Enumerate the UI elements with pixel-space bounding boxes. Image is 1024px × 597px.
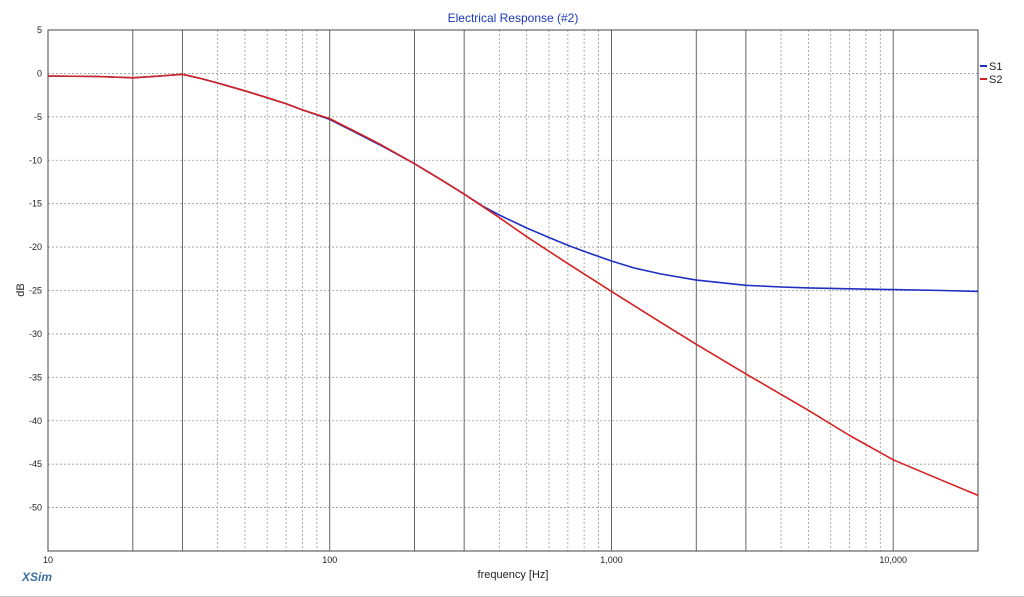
y-tick-label: -15 [29, 199, 42, 209]
x-tick-label: 10 [43, 555, 53, 565]
y-tick-label: -20 [29, 242, 42, 252]
plot-area-frame [47, 29, 979, 552]
tick-label-layer: 5 0 -5 -10 -15 -20 -25 -30 -35 -40 -45 -50 10 100 1,00… [29, 25, 907, 565]
chart-title: Electrical Response (#2) [448, 11, 579, 25]
x-tick-label: 1,000 [600, 555, 623, 565]
y-tick-label: -40 [29, 416, 42, 426]
xsim-brand-logo: XSim [21, 570, 52, 584]
series-line-s2 [47, 73, 979, 497]
legend-label-s1: S1 [989, 61, 1002, 73]
y-axis-title: dB [15, 283, 27, 296]
y-tick-label: -35 [29, 372, 42, 382]
series-layer [47, 73, 979, 497]
x-tick-label: 100 [322, 555, 337, 565]
y-tick-label: 5 [37, 25, 42, 35]
x-axis-title: frequency [Hz] [478, 569, 549, 581]
y-tick-label: -5 [34, 112, 42, 122]
y-tick-label: -10 [29, 155, 42, 165]
x-tick-label: 10,000 [879, 555, 907, 565]
y-tick-label: -30 [29, 329, 42, 339]
y-tick-label: -50 [29, 503, 42, 513]
y-tick-label: 0 [37, 68, 42, 78]
y-tick-label: -25 [29, 286, 42, 296]
legend-label-s2: S2 [989, 74, 1002, 86]
y-tick-label: -45 [29, 459, 42, 469]
